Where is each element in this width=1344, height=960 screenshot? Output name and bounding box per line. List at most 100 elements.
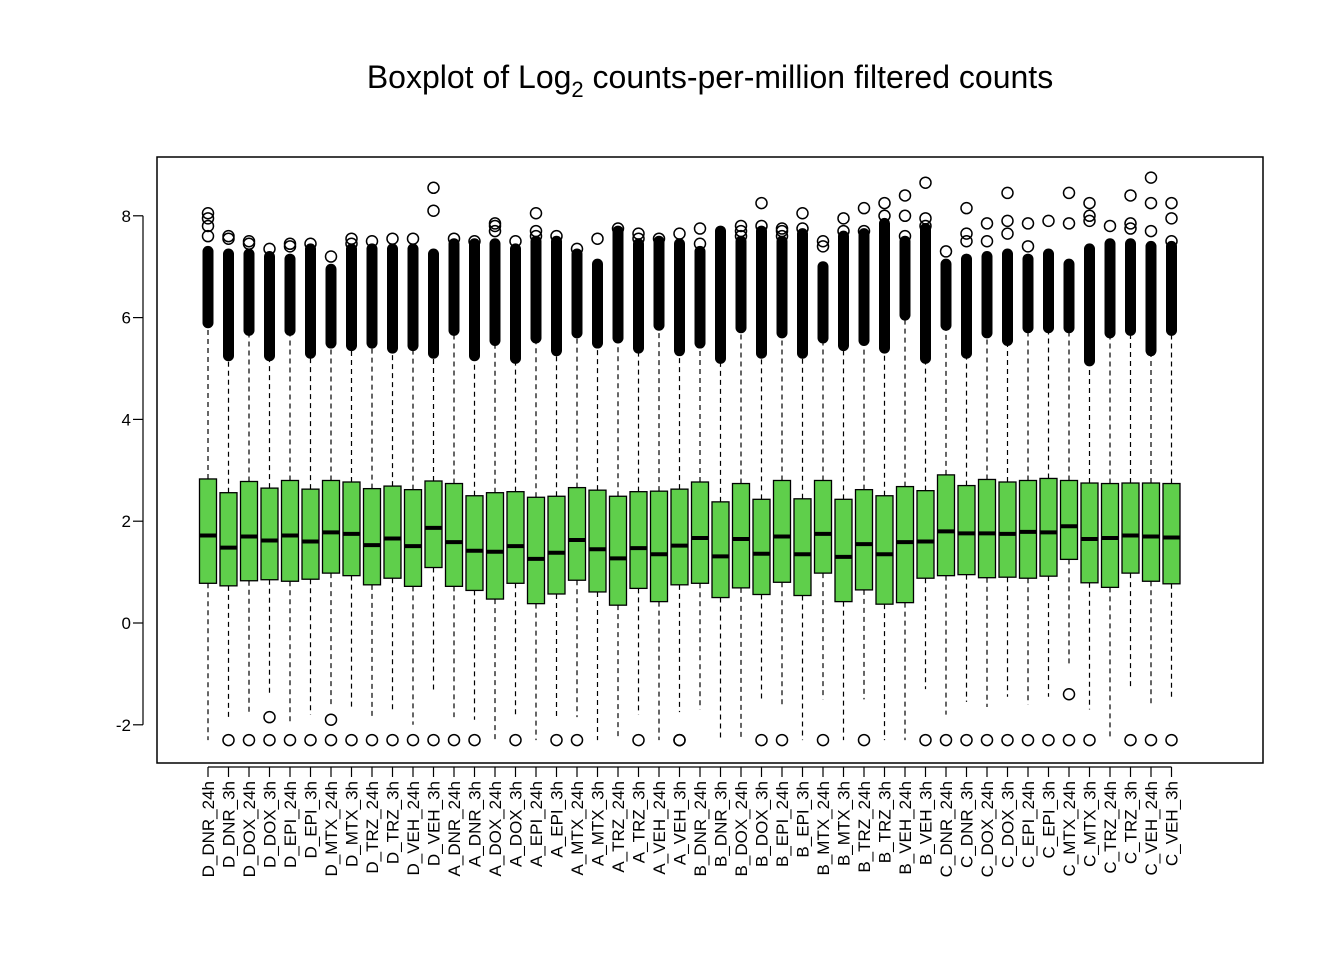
- box: [731, 482, 751, 589]
- box: [895, 485, 915, 604]
- box: [649, 490, 669, 603]
- outlier-point: [283, 240, 297, 253]
- x-category-label: A_VEH_3h: [671, 781, 690, 865]
- outlier-point: [1083, 733, 1096, 747]
- outlier-point: [591, 232, 604, 245]
- box: [280, 479, 300, 582]
- outlier-point: [980, 217, 994, 230]
- x-category-label: C_TRZ_3h: [1122, 781, 1141, 864]
- outlier-point: [919, 733, 932, 747]
- outlier-point: [201, 207, 215, 220]
- outlier-point: [1042, 214, 1055, 228]
- box: [526, 496, 546, 605]
- box: [1039, 477, 1058, 577]
- x-category-label: A_DNR_24h: [445, 781, 464, 876]
- outlier-point: [304, 237, 317, 251]
- outlier-point: [775, 733, 789, 747]
- x-category-label: D_DOX_3h: [261, 781, 280, 868]
- outlier-point: [1165, 196, 1178, 210]
- box: [1080, 482, 1099, 584]
- outlier-point: [488, 217, 502, 230]
- x-category-label: A_MTX_3h: [589, 781, 608, 866]
- outlier-point: [509, 733, 522, 747]
- x-category-label: B_MTX_3h: [835, 781, 854, 866]
- box: [342, 481, 361, 577]
- outlier-point: [960, 733, 973, 747]
- outlier-point: [652, 232, 666, 245]
- box: [1100, 482, 1120, 589]
- x-category-label: B_TRZ_3h: [876, 781, 895, 863]
- box: [301, 488, 320, 580]
- outlier-point: [488, 224, 502, 238]
- outlier-point: [1144, 224, 1158, 238]
- outlier-point: [857, 733, 871, 747]
- outlier-point: [201, 229, 215, 243]
- outlier-point: [570, 242, 584, 256]
- outlier-point: [1103, 219, 1117, 233]
- box: [465, 495, 484, 592]
- x-category-label: B_EPI_3h: [794, 781, 813, 858]
- x-category-label: A_DOX_3h: [507, 781, 526, 867]
- outlier-point: [837, 212, 850, 225]
- box: [260, 487, 279, 581]
- x-category-label: C_DOX_3h: [999, 781, 1018, 868]
- outlier-point: [406, 733, 420, 747]
- outlier-point: [1042, 733, 1055, 747]
- outlier-point: [693, 222, 707, 235]
- x-category-label: B_EPI_24h: [773, 781, 792, 867]
- box: [444, 482, 464, 588]
- x-category-label: D_DOX_24h: [240, 781, 259, 877]
- x-category-label: D_TRZ_3h: [384, 781, 403, 864]
- box: [977, 478, 997, 579]
- box: [383, 485, 402, 579]
- outlier-point: [980, 733, 994, 747]
- y-tick-label: 4: [122, 410, 131, 429]
- x-category-label: C_EPI_3h: [1040, 781, 1059, 859]
- y-tick-label: -2: [116, 716, 131, 735]
- outlier-point: [775, 229, 789, 243]
- outlier-point: [980, 235, 994, 248]
- x-category-label: C_DNR_24h: [937, 781, 956, 877]
- x-category-label: B_VEH_24h: [896, 781, 915, 875]
- box: [793, 498, 812, 597]
- outlier-point: [304, 733, 317, 747]
- outlier-point: [693, 237, 707, 251]
- outlier-point: [611, 222, 625, 235]
- outlier-point: [1083, 214, 1096, 228]
- outlier-point: [324, 733, 338, 747]
- outlier-point: [857, 201, 871, 215]
- box: [813, 479, 833, 574]
- outlier-point: [673, 733, 686, 747]
- outlier-point: [1144, 171, 1158, 184]
- outlier-point: [673, 227, 686, 240]
- x-category-label: D_VEH_24h: [404, 781, 423, 876]
- x-category-label: B_TRZ_24h: [855, 781, 874, 873]
- box: [219, 492, 238, 587]
- outlier-point: [242, 733, 256, 747]
- outlier-point: [960, 227, 973, 240]
- box: [711, 501, 730, 599]
- outlier-point: [857, 224, 871, 238]
- outlier-point: [242, 237, 256, 251]
- outlier-point: [222, 229, 235, 243]
- outlier-point: [919, 212, 932, 225]
- x-category-label: C_EPI_24h: [1019, 781, 1038, 868]
- outlier-point: [529, 224, 543, 238]
- box: [1059, 479, 1079, 561]
- x-category-label: D_MTX_3h: [343, 781, 362, 867]
- outlier-point: [1062, 733, 1076, 747]
- outlier-point: [324, 250, 338, 263]
- x-category-label: A_EPI_3h: [548, 781, 567, 858]
- outlier-point: [734, 229, 748, 243]
- box: [424, 480, 443, 569]
- outlier-point: [1144, 196, 1158, 210]
- outlier-point: [796, 207, 809, 220]
- y-tick-label: 2: [122, 512, 131, 531]
- outlier-point: [919, 176, 932, 189]
- x-category-label: D_EPI_3h: [302, 781, 321, 859]
- box: [1141, 482, 1161, 582]
- outlier-point: [201, 212, 215, 225]
- x-category-label: D_VEH_3h: [425, 781, 444, 866]
- outlier-point: [816, 733, 830, 747]
- outlier-point: [960, 235, 973, 248]
